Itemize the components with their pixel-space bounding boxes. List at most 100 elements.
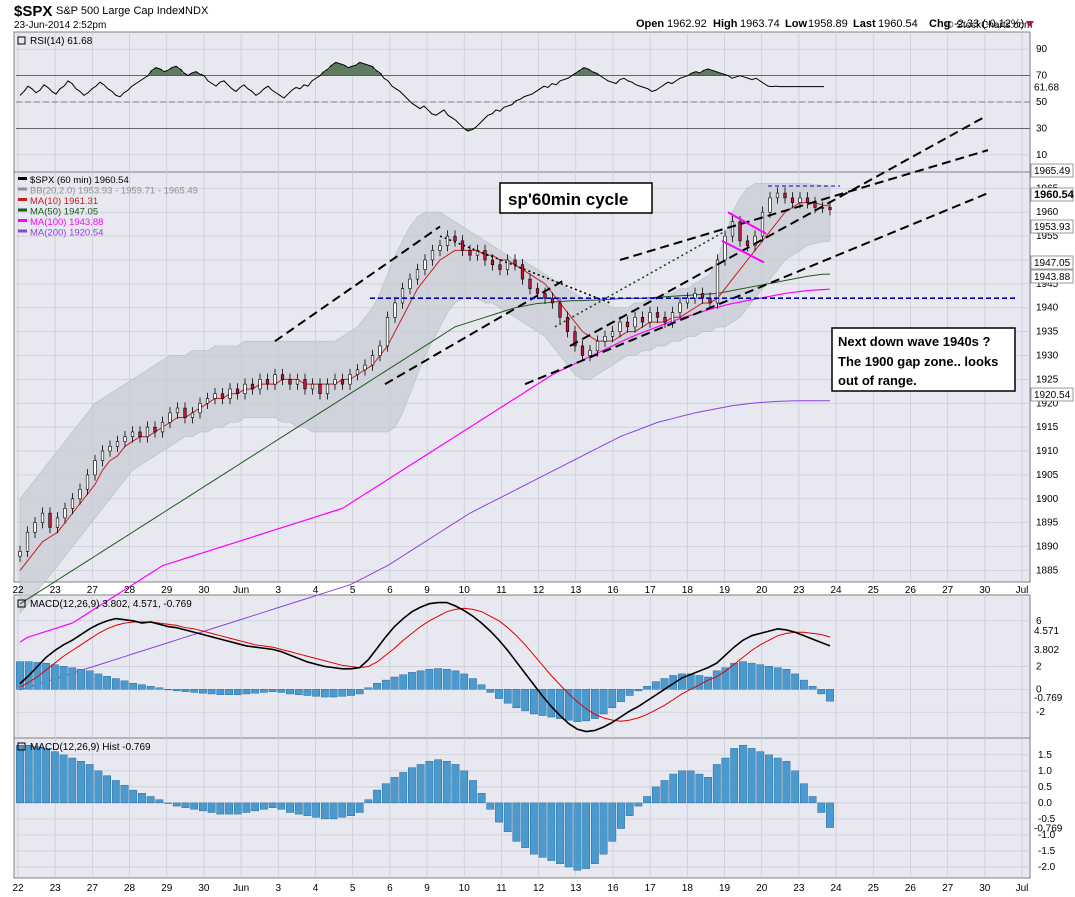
note-line-3: out of range. [838,373,917,388]
macd-hist-bar [42,662,51,690]
macd-hist-bar [268,689,277,692]
candle-body [168,412,172,423]
candle-body [535,288,540,294]
candle-body [648,312,652,323]
macd-hist-bar [242,689,251,695]
x-tick-label: 5 [350,585,356,596]
hist-bar [564,802,573,868]
macd-hist-bar [582,689,591,722]
x-tick-label-bottom: 23 [50,883,62,894]
hist-bar [599,802,608,855]
rsi-tick-label: 50 [1036,97,1048,108]
hist-tick-label: -0.5 [1038,814,1056,825]
hist-tick-label: 1.5 [1038,750,1052,761]
hist-bar [277,802,286,810]
hist-last-label: -0.769 [1034,824,1063,835]
candle-body [355,369,360,375]
price-tick-label: 1955 [1036,231,1059,242]
flag-line-upper [727,211,767,235]
x-tick-label: 12 [533,585,545,596]
candle-body [40,512,45,523]
macd-hist-bar [608,689,617,709]
macd-hist-bar [164,689,172,691]
macd-hist-bar [155,687,164,690]
macd-hist-bar [512,689,521,709]
x-tick-label: 18 [682,585,694,596]
candle-body [93,460,97,476]
x-tick-label: 30 [979,585,991,596]
candle-body [363,364,367,371]
hist-bar [416,764,425,804]
candle-body [228,388,232,399]
candle-body [280,374,285,380]
note-annotation-box [831,327,1016,392]
price-label-1953.93: 1953.93 [1034,222,1071,233]
price-tick-label: 1915 [1036,422,1059,433]
hist-bar [651,786,660,804]
hist-bar [259,802,268,810]
x-tick-label: 11 [496,585,507,596]
candle-body [108,445,112,452]
note-line-1: Next down wave 1940s ? [838,334,991,349]
candle-body [130,431,135,438]
price-tick-label: 1900 [1036,494,1059,505]
hist-bar [608,802,617,842]
x-tick-label-bottom: 24 [831,883,843,894]
candle-body [565,316,570,332]
macd-hist-bar [469,678,477,690]
macd-hist-bar [617,689,625,702]
macd-hist-bar [529,689,538,715]
hist-bar [138,793,146,804]
hist-bar [68,757,77,804]
hist-bar [799,783,808,804]
macd-hist-bar [181,689,190,692]
hist-layer [16,745,834,871]
hist-bar [547,802,556,861]
macd-hist-bar [225,689,233,695]
macd-hist-bar [172,689,181,692]
trendline-dotted-down [439,235,611,304]
x-tick-label: 20 [756,585,768,596]
price-tick-label: 1920 [1036,398,1059,409]
macd-hist-bar [294,689,303,695]
hist-bar [225,802,233,815]
candle-body [828,207,832,210]
macd-hist-bar [103,676,111,690]
candle-body [438,245,442,251]
x-tick-label: 22 [12,585,24,596]
hist-bar [730,748,739,804]
price-label-box [1030,187,1074,202]
rsi-tick-label: 10 [1036,150,1048,161]
macd-hist-bar [739,661,747,690]
macd-hist-bar [791,673,800,690]
x-tick-label-bottom: 16 [607,883,619,894]
macd-hist-bar [451,670,460,690]
open-value: 1962.92 [667,18,707,30]
hist-bar [695,773,704,804]
candle-body [145,426,150,438]
hist-collapse-icon[interactable] [17,742,26,751]
x-tick-label-bottom: 10 [459,883,471,894]
macd-collapse-icon[interactable] [17,599,26,608]
chg-value: -2.33 (-0.12%) [954,18,1024,30]
note-line-2: The 1900 gap zone.. looks [838,354,998,369]
candle-body [588,350,592,356]
candle-body [550,297,555,304]
macd-hist-bar [521,689,530,712]
hist-bar [207,802,216,813]
candle-body [310,383,315,390]
x-tick-label: 10 [459,585,471,596]
candle-body [250,383,255,390]
rsi-collapse-icon[interactable] [17,36,26,45]
candle-body [663,316,667,323]
x-tick-label-bottom: 9 [424,883,430,894]
macd-tick-label: -2 [1036,707,1045,718]
candle-body [573,331,577,347]
candle-body [333,379,337,385]
x-tick-label-bottom: 19 [719,883,731,894]
macd-hist-bar [138,684,146,690]
macd-tick-label: 6 [1036,616,1042,627]
hist-bar [521,802,530,848]
hist-bar [268,802,277,808]
